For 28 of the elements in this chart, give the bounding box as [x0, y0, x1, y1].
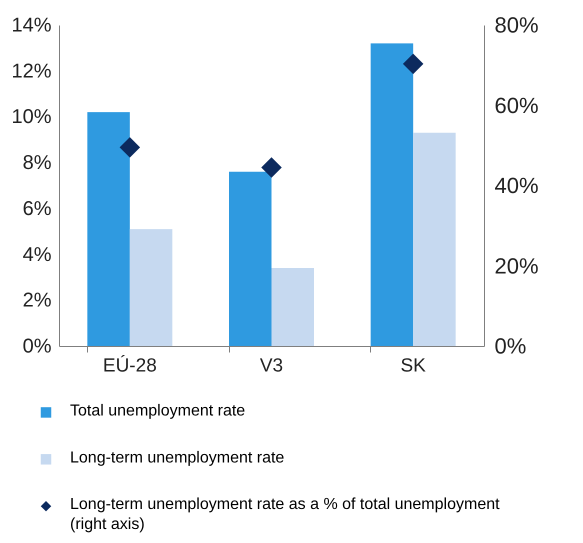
bar [130, 229, 172, 346]
point [261, 157, 282, 178]
bar [370, 43, 414, 346]
bar [229, 172, 272, 346]
y2-tick-label: 20% [494, 253, 539, 278]
y2-tick-label: 80% [494, 12, 539, 38]
legend-label: Long-term unemployment rate [70, 449, 284, 466]
y-tick-label: 12% [11, 60, 52, 82]
point [402, 54, 424, 74]
y-tick-label: 0% [22, 336, 52, 358]
legend-label: Long-term unemployment rate as a % of total unemployment (right axis) [70, 496, 500, 534]
y-tick-label: 10% [11, 106, 52, 128]
y-tick-label: 2% [22, 290, 52, 312]
bar [272, 268, 314, 346]
y-tick-label: 14% [11, 14, 52, 36]
y2-tick-label: 40% [494, 173, 539, 198]
y-tick-label: 6% [22, 198, 52, 220]
point [120, 137, 140, 158]
y-tick-label: 4% [22, 244, 52, 266]
x-tick-label: SK [400, 356, 426, 376]
legend-label: Total unemployment rate [70, 402, 246, 420]
y2-tick-label: 60% [494, 92, 539, 118]
x-tick-label: V3 [260, 356, 284, 376]
bar [413, 132, 456, 346]
bar [87, 112, 130, 346]
y2-tick-label: 0% [494, 334, 526, 358]
y-tick-label: 8% [22, 152, 52, 174]
x-tick-label: EÚ-28 [102, 354, 157, 376]
